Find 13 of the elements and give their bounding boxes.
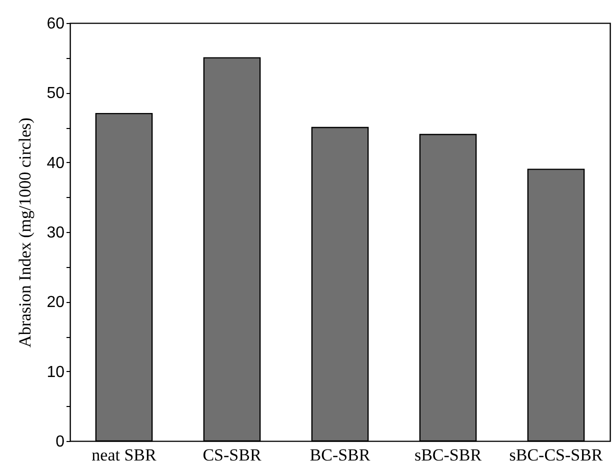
y-tick-label: 10 [46, 364, 65, 381]
x-tick-label: BC-SBR [310, 446, 371, 464]
x-tick-label: sBC-CS-SBR [509, 446, 604, 464]
y-tick-label: 20 [46, 294, 65, 312]
x-tick-label: sBC-SBR [414, 446, 482, 464]
x-tick-label: neat SBR [92, 446, 158, 464]
y-tick-label: 50 [46, 85, 65, 102]
y-tick-label: 0 [56, 434, 65, 450]
y-tick-label: 40 [46, 154, 65, 172]
y-axis-title: Abrasion Index (mg/1000 circles) [16, 118, 35, 348]
y-tick-label: 60 [46, 16, 65, 32]
y-tick-label: 30 [46, 224, 65, 242]
x-tick-label: CS-SBR [202, 446, 262, 464]
